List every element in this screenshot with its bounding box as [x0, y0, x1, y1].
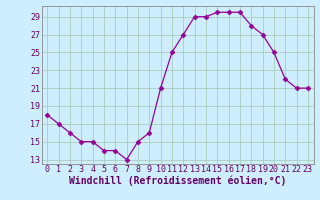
X-axis label: Windchill (Refroidissement éolien,°C): Windchill (Refroidissement éolien,°C): [69, 176, 286, 186]
